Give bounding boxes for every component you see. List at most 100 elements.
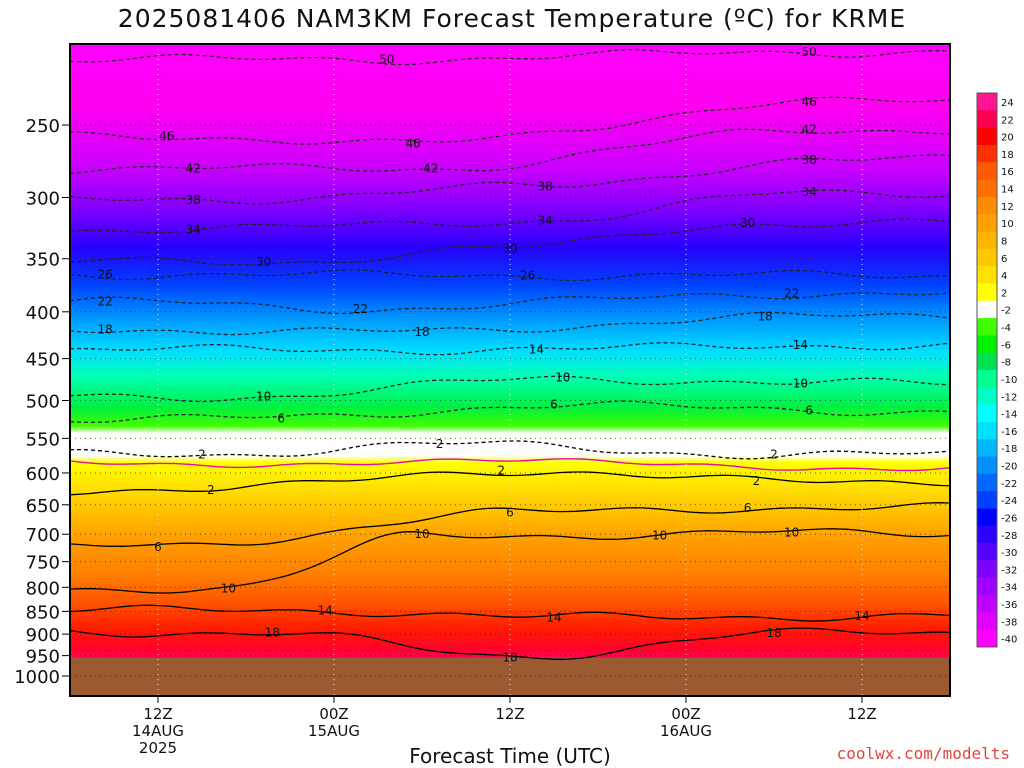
- colorbar-label: -34: [1001, 583, 1017, 594]
- colorbar-label: -30: [1001, 548, 1017, 559]
- y-tick-label: 650: [26, 496, 60, 517]
- y-tick-label: 900: [26, 625, 60, 646]
- colorbar-label: -16: [1001, 427, 1017, 438]
- x-axis-label: Forecast Time (UTC): [409, 744, 611, 768]
- colorbar-swatch: [977, 231, 997, 250]
- colorbar-swatch: [977, 456, 997, 475]
- colorbar-swatch: [977, 352, 997, 371]
- colorbar-label: 6: [1001, 254, 1007, 265]
- colorbar-swatch: [977, 127, 997, 146]
- colorbar-label: -24: [1001, 496, 1017, 507]
- contour-line: [70, 218, 950, 266]
- contour-label: 14: [529, 343, 544, 357]
- colorbar-swatch: [977, 318, 997, 336]
- contour-label: 30: [740, 216, 755, 230]
- contour-label: 2: [198, 448, 206, 462]
- colorbar-swatch: [977, 179, 997, 198]
- x-tick-label: 14AUG: [132, 722, 184, 740]
- colorbar-swatch: [977, 543, 997, 561]
- colorbar-swatch: [977, 144, 997, 163]
- contour-label: 34: [538, 214, 553, 228]
- credit-link[interactable]: coolwx.com/modelts: [836, 744, 1010, 763]
- colorbar-label: 12: [1001, 202, 1014, 213]
- colorbar-swatch: [977, 248, 997, 267]
- y-tick-label: 1000: [14, 667, 60, 688]
- colorbar-label: -14: [1001, 410, 1017, 421]
- colorbar-label: 18: [1001, 150, 1014, 161]
- contour-line: [70, 154, 950, 205]
- colorbar-label: -8: [1001, 358, 1011, 369]
- colorbar-label: -36: [1001, 600, 1017, 611]
- contour-line: [70, 292, 950, 315]
- contour-line: [70, 189, 950, 234]
- contour-label: 18: [98, 322, 113, 336]
- contour-label: 38: [538, 180, 553, 194]
- contour-label: 10: [784, 526, 799, 540]
- colorbar: 24 22 20 18 16 14 12 10 8 6 4 2 -2 -4 -6 -8 -10 -12 -14 -16…: [976, 92, 1017, 648]
- contour-line: [70, 471, 950, 496]
- contour-label: 10: [555, 371, 570, 385]
- y-axis: 2503003504004505005506006507007508008509…: [14, 116, 70, 688]
- colorbar-label: -12: [1001, 392, 1017, 403]
- contour-line: [70, 342, 950, 356]
- colorbar-label: -32: [1001, 565, 1017, 576]
- colorbar-swatch: [977, 525, 997, 544]
- y-tick-label: 600: [26, 464, 60, 485]
- x-tick-label: 16AUG: [660, 722, 712, 740]
- contour-label: 10: [221, 581, 236, 595]
- vertical-gridlines: [157, 44, 863, 696]
- colorbar-label: 24: [1001, 98, 1014, 109]
- contour-label: 26: [520, 268, 535, 282]
- contour-label: 46: [802, 95, 817, 109]
- colorbar-swatch: [977, 335, 997, 354]
- y-tick-label: 500: [26, 392, 60, 413]
- colorbar-frame: [976, 92, 998, 648]
- colorbar-swatch: [977, 560, 997, 579]
- contour-label: 6: [506, 506, 514, 520]
- contour-line: [70, 502, 950, 547]
- colorbar-swatch: [977, 508, 997, 527]
- colorbar-swatch: [977, 300, 997, 319]
- contour-label: 22: [98, 295, 113, 309]
- contour-label: 14: [793, 338, 808, 352]
- y-tick-label: 350: [26, 250, 60, 271]
- contour-label: 10: [414, 527, 429, 541]
- colorbar-label: 16: [1001, 167, 1014, 178]
- contour-label: 34: [186, 222, 201, 236]
- contour-label: 42: [802, 123, 817, 137]
- contour-label: 2: [207, 483, 215, 497]
- contour-label: 18: [766, 626, 781, 640]
- colorbar-label: 4: [1001, 271, 1007, 282]
- contour-label: 10: [256, 390, 271, 404]
- colorbar-swatch: [977, 110, 997, 129]
- contour-label: 6: [744, 501, 752, 515]
- y-tick-label: 400: [26, 303, 60, 324]
- colorbar-swatch: [977, 370, 997, 388]
- colorbar-label: -40: [1001, 635, 1017, 646]
- colorbar-label: 22: [1001, 115, 1014, 126]
- colorbar-label: -4: [1001, 323, 1011, 334]
- y-tick-label: 550: [26, 429, 60, 450]
- y-tick-label: 250: [26, 116, 60, 137]
- contour-label: 18: [265, 625, 280, 639]
- contour-line: [70, 49, 950, 66]
- chart-title: 2025081406 NAM3KM Forecast Temperature (…: [117, 4, 907, 33]
- y-tick-label: 450: [26, 350, 60, 371]
- y-tick-label: 750: [26, 553, 60, 574]
- x-tick-label: 00Z: [319, 705, 348, 723]
- y-tick-label: 800: [26, 578, 60, 599]
- colorbar-label: -22: [1001, 479, 1017, 490]
- colorbar-swatch: [977, 266, 997, 284]
- colorbar-swatch: [977, 612, 997, 631]
- contour-line: [70, 400, 950, 424]
- colorbar-label: -6: [1001, 340, 1011, 351]
- colorbar-swatch: [977, 629, 997, 648]
- colorbar-label: -10: [1001, 375, 1017, 386]
- contour-label: 34: [802, 185, 817, 199]
- contour-label: 14: [854, 609, 869, 623]
- contour-label: 46: [159, 129, 174, 143]
- contour-label: 18: [758, 310, 773, 324]
- contour-label: 50: [802, 45, 817, 59]
